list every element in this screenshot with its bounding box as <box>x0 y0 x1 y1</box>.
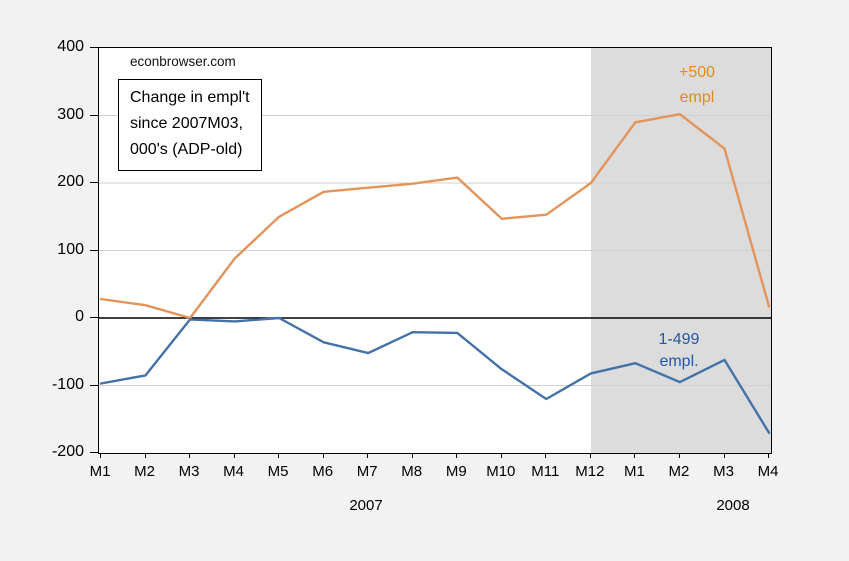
x-axis-label: M4 <box>757 463 779 480</box>
x-axis-tick <box>411 453 413 458</box>
x-axis-label: M6 <box>312 463 334 480</box>
annotation-box: Change in empl't since 2007M03, 000's (A… <box>118 79 262 171</box>
series-label-line: empl. <box>659 353 699 370</box>
watermark: econbrowser.com <box>130 54 236 69</box>
x-axis-label: M10 <box>486 463 516 480</box>
annotation-line: Change in empl't <box>130 89 250 106</box>
annotation-line: since 2007M03, <box>130 115 243 132</box>
x-axis-label: M1 <box>89 463 111 480</box>
y-axis-tick <box>90 114 98 116</box>
x-axis-tick <box>322 453 324 458</box>
x-axis-label: M1 <box>623 463 645 480</box>
y-axis-tick <box>90 317 98 318</box>
y-axis-label: 200 <box>57 173 84 190</box>
y-axis-tick <box>90 452 98 453</box>
x-axis-tick <box>233 453 235 458</box>
annotation-line: 000's (ADP-old) <box>130 141 243 158</box>
x-axis-tick <box>678 453 680 458</box>
year-label-2008: 2008 <box>716 497 750 514</box>
series-label-plus500-empl: +500 empl <box>657 60 737 110</box>
x-axis-tick <box>634 453 636 458</box>
y-axis-tick <box>90 384 98 386</box>
x-axis-tick <box>278 453 280 458</box>
x-axis-label: M3 <box>713 463 734 480</box>
x-axis-label: M8 <box>401 463 423 480</box>
x-axis-tick <box>367 453 369 458</box>
y-axis-tick <box>90 47 98 48</box>
x-axis-label: M7 <box>356 463 378 480</box>
series-label-line: 1-499 <box>658 331 700 348</box>
y-axis-label: -100 <box>51 375 84 393</box>
series-label-line: empl <box>679 89 715 106</box>
y-axis-label: 0 <box>75 308 84 325</box>
series-line-1-499-empl <box>99 316 771 434</box>
x-axis-tick <box>144 453 146 458</box>
x-axis-tick <box>723 453 725 458</box>
x-axis-label: M11 <box>531 463 560 480</box>
x-axis-label: M12 <box>575 463 605 480</box>
plot-area: econbrowser.com Change in empl't since 2… <box>98 47 772 454</box>
series-label-line: +500 <box>678 64 716 81</box>
series-line-plus500-empl <box>99 112 771 320</box>
x-axis-tick <box>768 453 769 458</box>
y-axis-label: 100 <box>57 240 84 258</box>
y-axis-label: 400 <box>57 38 84 55</box>
x-axis-tick <box>589 453 591 458</box>
x-axis-label: M9 <box>445 463 467 480</box>
x-axis-label: M2 <box>668 463 690 480</box>
x-axis-tick <box>189 453 191 458</box>
x-axis-tick <box>500 453 502 458</box>
x-axis-tick <box>100 453 101 458</box>
y-axis-tick <box>90 182 98 183</box>
x-axis-label: M2 <box>134 463 155 480</box>
x-axis-tick <box>456 453 458 458</box>
y-axis-label: 300 <box>57 105 84 123</box>
x-axis-tick <box>545 453 547 458</box>
x-axis-label: M5 <box>267 463 289 480</box>
x-axis-label: M3 <box>178 463 200 480</box>
series-label-1-499-empl: 1-499 empl. <box>639 329 719 373</box>
y-axis-label: -200 <box>51 443 84 460</box>
x-axis-label: M4 <box>223 463 245 480</box>
y-axis-tick <box>90 249 98 251</box>
year-label-2007: 2007 <box>349 497 383 514</box>
